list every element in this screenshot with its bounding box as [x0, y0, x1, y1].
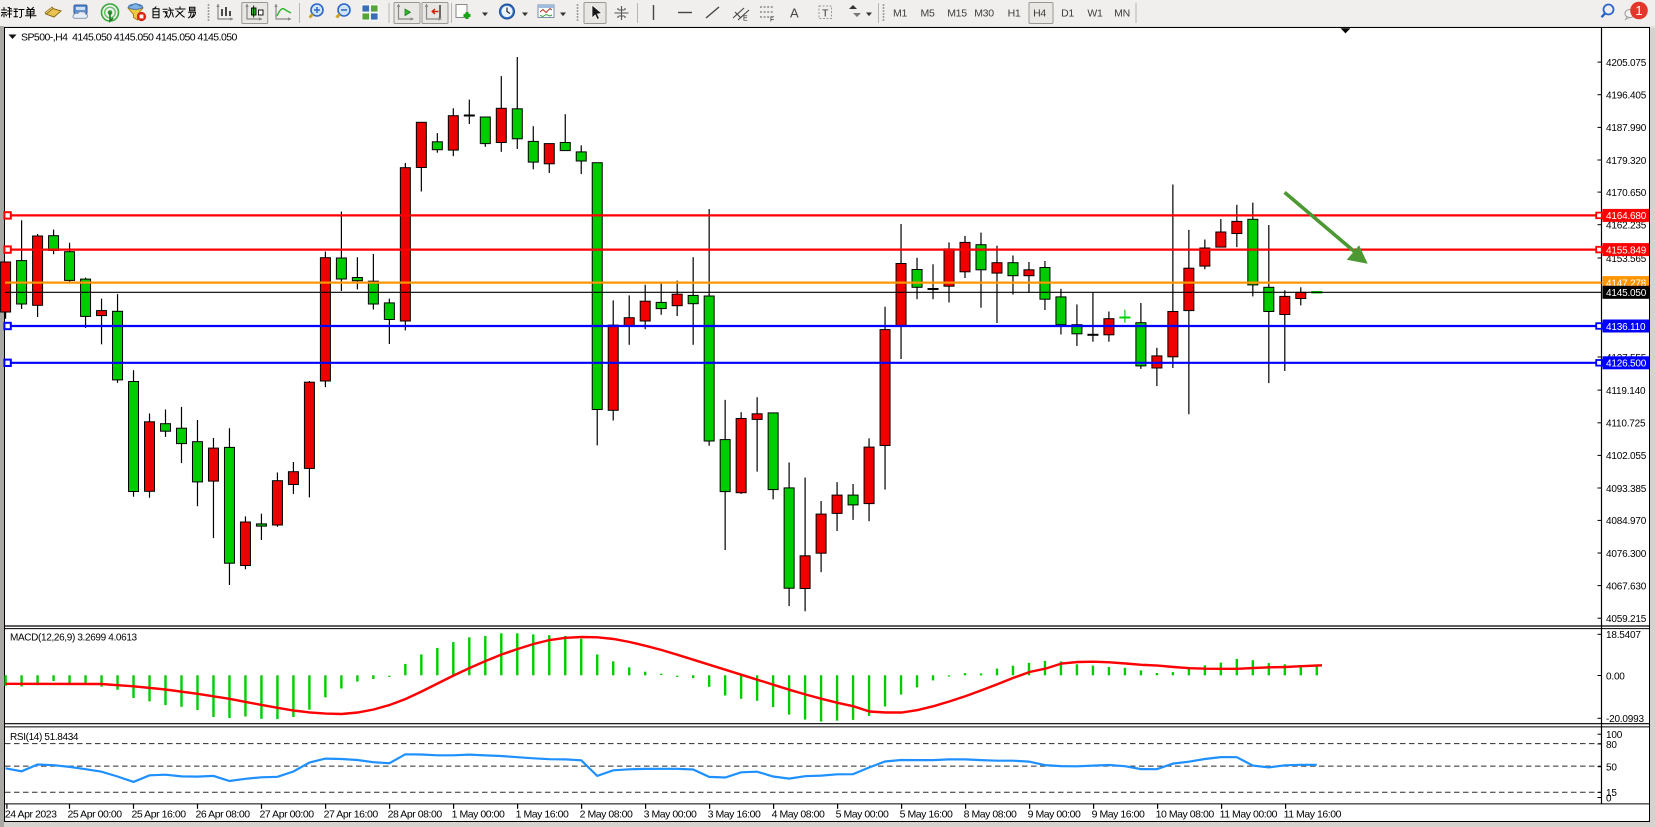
svg-text:M1: M1: [893, 8, 907, 20]
svg-text:4119.140: 4119.140: [1606, 386, 1646, 397]
svg-text:25 Apr 00:00: 25 Apr 00:00: [68, 808, 123, 820]
svg-text:9 May 00:00: 9 May 00:00: [1028, 808, 1081, 820]
svg-text:8 May 08:00: 8 May 08:00: [964, 808, 1017, 820]
svg-text:11 May 16:00: 11 May 16:00: [1284, 808, 1342, 820]
svg-text:4076.300: 4076.300: [1606, 549, 1647, 560]
svg-text:E: E: [743, 16, 748, 23]
svg-text:4059.215: 4059.215: [1606, 614, 1647, 625]
svg-text:4110.725: 4110.725: [1606, 419, 1646, 430]
svg-text:W1: W1: [1087, 8, 1103, 20]
svg-text:5 May 00:00: 5 May 00:00: [836, 808, 889, 820]
svg-text:3 May 00:00: 3 May 00:00: [644, 808, 697, 820]
svg-text:25 Apr 16:00: 25 Apr 16:00: [132, 808, 187, 820]
svg-text:4093.385: 4093.385: [1606, 484, 1647, 495]
svg-text:80: 80: [1606, 740, 1617, 751]
svg-text:0.00: 0.00: [1606, 671, 1625, 682]
svg-text:H4: H4: [1033, 8, 1046, 20]
svg-text:4155.849: 4155.849: [1606, 245, 1647, 256]
svg-text:4102.055: 4102.055: [1606, 451, 1647, 462]
svg-text:4067.630: 4067.630: [1606, 581, 1647, 592]
svg-text:5 May 16:00: 5 May 16:00: [900, 808, 953, 820]
svg-text:D1: D1: [1061, 8, 1074, 20]
svg-text:4136.110: 4136.110: [1606, 322, 1646, 333]
svg-text:4205.075: 4205.075: [1606, 58, 1647, 69]
svg-text:1 May 00:00: 1 May 00:00: [452, 808, 505, 820]
svg-text:4187.990: 4187.990: [1606, 123, 1647, 134]
svg-text:MN: MN: [1114, 8, 1130, 20]
svg-text:0: 0: [1606, 793, 1612, 804]
svg-text:4126.500: 4126.500: [1606, 359, 1647, 370]
svg-text:RSI(14) 51.8434: RSI(14) 51.8434: [10, 732, 79, 743]
svg-text:4153.565: 4153.565: [1606, 254, 1647, 265]
svg-text:4196.405: 4196.405: [1606, 91, 1647, 102]
svg-text:100: 100: [1606, 730, 1623, 741]
svg-text:4162.235: 4162.235: [1606, 221, 1647, 232]
svg-text:18.5407: 18.5407: [1606, 630, 1641, 641]
svg-text:F: F: [770, 17, 774, 24]
svg-text:M30: M30: [974, 8, 994, 20]
svg-text:M5: M5: [921, 8, 935, 20]
svg-text:15: 15: [1606, 788, 1617, 799]
svg-text:26 Apr 08:00: 26 Apr 08:00: [196, 808, 251, 820]
svg-text:M15: M15: [947, 8, 967, 20]
svg-text:MACD(12,26,9) 3.2699 4.0613: MACD(12,26,9) 3.2699 4.0613: [10, 633, 138, 644]
svg-text:4147.278: 4147.278: [1606, 278, 1647, 289]
svg-text:27 Apr 00:00: 27 Apr 00:00: [260, 808, 315, 820]
svg-text:4 May 08:00: 4 May 08:00: [772, 808, 825, 820]
svg-text:50: 50: [1606, 763, 1617, 774]
svg-text:4145.050: 4145.050: [1606, 288, 1647, 299]
svg-text:SP500-,H4 4145.050 4145.050 4: SP500-,H4 4145.050 4145.050 4145.050 414…: [21, 32, 238, 44]
svg-text:24 Apr 2023: 24 Apr 2023: [5, 808, 57, 820]
svg-text:A: A: [790, 6, 799, 21]
svg-text:4170.650: 4170.650: [1606, 188, 1647, 199]
svg-text:1 May 16:00: 1 May 16:00: [516, 808, 569, 820]
svg-text:-20.0993: -20.0993: [1606, 714, 1645, 725]
svg-text:9 May 16:00: 9 May 16:00: [1092, 808, 1145, 820]
svg-text:11 May 00:00: 11 May 00:00: [1220, 808, 1278, 820]
svg-text:H1: H1: [1008, 8, 1021, 20]
svg-text:3 May 16:00: 3 May 16:00: [708, 808, 761, 820]
svg-text:4179.320: 4179.320: [1606, 156, 1647, 167]
svg-text:2 May 08:00: 2 May 08:00: [580, 808, 633, 820]
svg-text:4164.680: 4164.680: [1606, 211, 1647, 222]
svg-text:1: 1: [1635, 3, 1642, 18]
svg-text:T: T: [822, 8, 829, 20]
svg-text:4084.970: 4084.970: [1606, 516, 1647, 527]
svg-text:10 May 08:00: 10 May 08:00: [1156, 808, 1215, 820]
svg-text:27 Apr 16:00: 27 Apr 16:00: [324, 808, 379, 820]
svg-text:28 Apr 08:00: 28 Apr 08:00: [388, 808, 443, 820]
